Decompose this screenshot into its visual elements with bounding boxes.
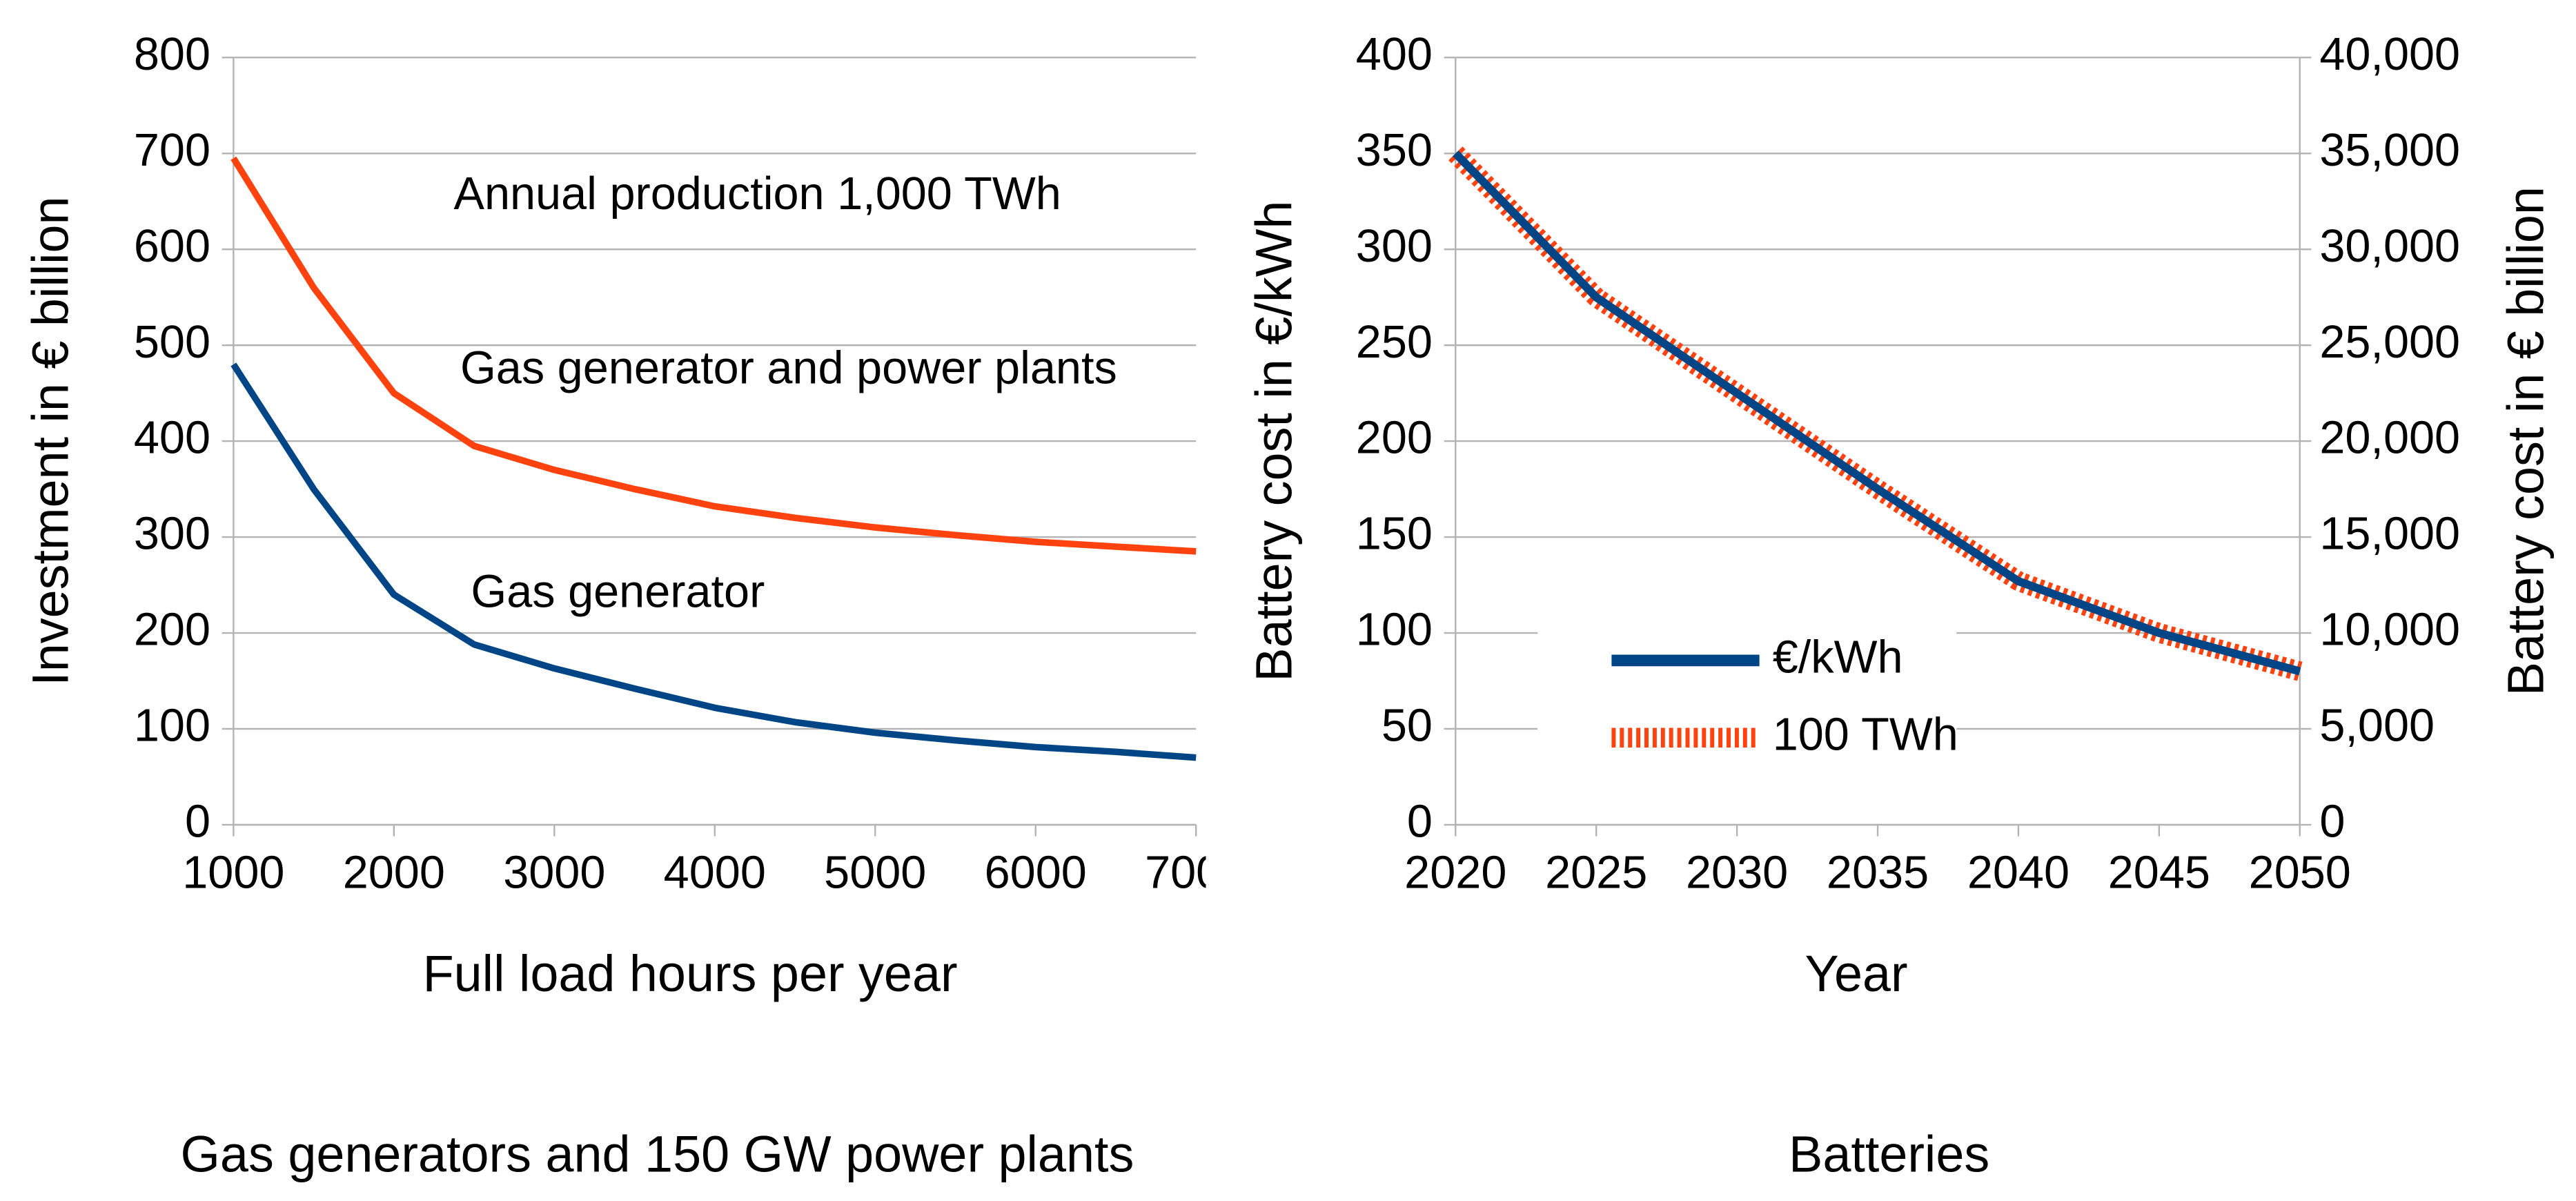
- chart-batteries: 0 50 100 150 200 250 300 350 400 0 5,000 10,000 15,0…: [1246, 29, 2555, 1183]
- series-label: Gas generator and power plants: [460, 343, 1117, 394]
- y2-tick-label: 30,000: [2319, 221, 2460, 272]
- y2-tick-label: 10,000: [2319, 605, 2460, 656]
- chart-caption: Gas generators and 150 GW power plants: [181, 1126, 1134, 1183]
- y-tick-label: 300: [1356, 221, 1433, 272]
- y-axis-title: Battery cost in €/kWh: [1246, 201, 1303, 682]
- chart-caption: Batteries: [1789, 1126, 1989, 1183]
- y-tick-label: 100: [134, 701, 210, 752]
- y-tick-label: 600: [134, 221, 210, 272]
- legend-label: 100 TWh: [1773, 709, 1958, 760]
- y-tick-label: 0: [185, 797, 210, 848]
- x-axis-title: Year: [1805, 945, 1908, 1002]
- y-tick-label: 200: [1356, 413, 1433, 464]
- x-tick-label: 4000: [664, 847, 766, 898]
- y2-tick-label: 5,000: [2319, 701, 2435, 752]
- y-tick-label: 400: [1356, 29, 1433, 80]
- x-tick-label: 2035: [1827, 847, 1929, 898]
- y-axis-title: Investment in € billion: [21, 196, 79, 685]
- series-line: [230, 362, 1197, 761]
- series-label: Gas generator: [471, 566, 765, 617]
- x-axis-title: Full load hours per year: [423, 945, 958, 1002]
- y-tick-label: 350: [1356, 125, 1433, 176]
- series-line: [230, 156, 1197, 555]
- x-tick-label: 2040: [1967, 847, 2069, 898]
- x-tick-label: 3000: [503, 847, 605, 898]
- legend-label: €/kWh: [1773, 632, 1903, 683]
- y-tick-label: 150: [1356, 509, 1433, 560]
- y2-tick-label: 20,000: [2319, 413, 2460, 464]
- x-tick-label: 2025: [1545, 847, 1647, 898]
- x-tick-label: 7000: [1145, 847, 1247, 898]
- x-tick-label: 2000: [343, 847, 445, 898]
- y-tick-label: 400: [134, 413, 210, 464]
- y2-tick-label: 35,000: [2319, 125, 2460, 176]
- x-tick-label: 2030: [1686, 847, 1788, 898]
- y-tick-label: 800: [134, 29, 210, 80]
- x-tick-label: 1000: [182, 847, 284, 898]
- y-tick-label: 200: [134, 605, 210, 656]
- y2-axis-title: Battery cost in € billion: [2497, 186, 2554, 696]
- y-tick-label: 0: [1407, 797, 1433, 848]
- y2-tick-label: 15,000: [2319, 509, 2460, 560]
- x-tick-label: 2020: [1404, 847, 1506, 898]
- y2-tick-label: 0: [2319, 797, 2345, 848]
- y2-tick-label: 40,000: [2319, 29, 2460, 80]
- y-tick-label: 500: [134, 317, 210, 368]
- y-tick-label: 50: [1382, 701, 1433, 752]
- y-tick-label: 300: [134, 509, 210, 560]
- x-tick-label: 2045: [2108, 847, 2210, 898]
- x-tick-label: 5000: [824, 847, 926, 898]
- legend-box: [1537, 619, 1957, 784]
- y-tick-label: 100: [1356, 605, 1433, 656]
- chart-gas: 0 100 200 300 400 500 600 700 800 1000 2000 3000 400…: [21, 29, 1247, 1183]
- y2-tick-label: 25,000: [2319, 317, 2460, 368]
- x-tick-label: 2050: [2249, 847, 2351, 898]
- y-tick-label: 700: [134, 125, 210, 176]
- x-axis: 1000 2000 3000 4000 5000 6000 7000: [182, 847, 1247, 898]
- x-tick-label: 6000: [985, 847, 1087, 898]
- series-line: [1453, 150, 2301, 676]
- x-axis: 2020 2025 2030 2035 2040 2045 2050: [1404, 847, 2351, 898]
- annotation: Annual production 1,000 TWh: [454, 168, 1061, 219]
- y-tick-label: 250: [1356, 317, 1433, 368]
